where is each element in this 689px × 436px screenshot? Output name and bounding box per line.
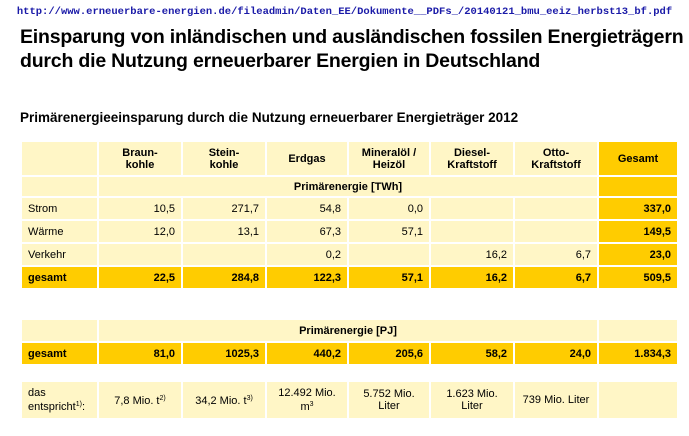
source-url[interactable]: http://www.erneuerbare-energien.de/filea… (16, 6, 673, 18)
page-title: Einsparung von inländischen und ausländi… (20, 25, 684, 73)
title-line-1: Einsparung von inländischen und ausländi… (20, 26, 684, 48)
cell-otto: 6,7 (515, 267, 597, 288)
cell-braunkohle: 22,5 (99, 267, 181, 288)
cell-mineraloel (349, 244, 429, 265)
cell-diesel: 16,2 (431, 267, 513, 288)
row-waerme: Wärme 12,0 13,1 67,3 57,1 149,5 (22, 221, 677, 242)
table-subtitle: Primärenergieeinsparung durch die Nutzun… (20, 110, 519, 125)
row-gesamt-pj: gesamt 81,0 1025,3 440,2 205,6 58,2 24,0… (22, 343, 677, 364)
row-strom: Strom 10,5 271,7 54,8 0,0 337,0 (22, 198, 677, 219)
cell-mineraloel: 5.752 Mio. Liter (349, 382, 429, 418)
pj-table: Primärenergie [PJ] gesamt 81,0 1025,3 44… (20, 318, 679, 366)
row-label: Wärme (22, 221, 97, 242)
row-equivalent: das entspricht1): 7,8 Mio. t2) 34,2 Mio. … (22, 382, 677, 418)
cell-diesel (431, 221, 513, 242)
equivalent-table: das entspricht1): 7,8 Mio. t2) 34,2 Mio. … (20, 380, 679, 420)
cell-erdgas: 440,2 (267, 343, 347, 364)
cell-braunkohle: 7,8 Mio. t2) (99, 382, 181, 418)
cell-steinkohle: 34,2 Mio. t3) (183, 382, 265, 418)
cell-steinkohle (183, 244, 265, 265)
header-corner-cell (22, 142, 97, 175)
cell-gesamt: 149,5 (599, 221, 677, 242)
cell-erdgas: 12.492 Mio. m3 (267, 382, 347, 418)
cell-gesamt (599, 382, 677, 418)
cell-braunkohle: 12,0 (99, 221, 181, 242)
cell-erdgas: 54,8 (267, 198, 347, 219)
cell-diesel: 58,2 (431, 343, 513, 364)
cell-braunkohle (99, 244, 181, 265)
cell-gesamt: 23,0 (599, 244, 677, 265)
cell-otto (515, 221, 597, 242)
cell-steinkohle: 284,8 (183, 267, 265, 288)
cell-mineraloel: 0,0 (349, 198, 429, 219)
cell-gesamt: 509,5 (599, 267, 677, 288)
cell-otto (515, 198, 597, 219)
row-label: Verkehr (22, 244, 97, 265)
unit-label-pj: Primärenergie [PJ] (99, 320, 597, 341)
unit-row-end-cell (599, 320, 677, 341)
unit-row-twh: Primärenergie [TWh] (22, 177, 677, 196)
row-verkehr: Verkehr 0,2 16,2 6,7 23,0 (22, 244, 677, 265)
cell-mineraloel: 205,6 (349, 343, 429, 364)
cell-mineraloel: 57,1 (349, 221, 429, 242)
cell-otto: 739 Mio. Liter (515, 382, 597, 418)
cell-steinkohle: 271,7 (183, 198, 265, 219)
row-label: gesamt (22, 267, 97, 288)
cell-steinkohle: 1025,3 (183, 343, 265, 364)
cell-gesamt: 1.834,3 (599, 343, 677, 364)
header-steinkohle: Stein-kohle (183, 142, 265, 175)
cell-otto: 24,0 (515, 343, 597, 364)
twh-table: Braun-kohle Stein-kohle Erdgas Mineralöl… (20, 140, 679, 290)
row-label: Strom (22, 198, 97, 219)
equivalent-label: das entspricht1): (22, 382, 97, 418)
cell-otto: 6,7 (515, 244, 597, 265)
header-gesamt: Gesamt (599, 142, 677, 175)
header-braunkohle: Braun-kohle (99, 142, 181, 175)
header-erdgas: Erdgas (267, 142, 347, 175)
unit-row-pj: Primärenergie [PJ] (22, 320, 677, 341)
cell-steinkohle: 13,1 (183, 221, 265, 242)
unit-row-spacer (22, 320, 97, 341)
row-label: gesamt (22, 343, 97, 364)
header-diesel: Diesel- Kraftstoff (431, 142, 513, 175)
cell-braunkohle: 10,5 (99, 198, 181, 219)
cell-diesel (431, 198, 513, 219)
unit-row-spacer (22, 177, 97, 196)
cell-braunkohle: 81,0 (99, 343, 181, 364)
unit-label-twh: Primärenergie [TWh] (99, 177, 597, 196)
unit-row-gold-cell (599, 177, 677, 196)
cell-erdgas: 122,3 (267, 267, 347, 288)
header-row: Braun-kohle Stein-kohle Erdgas Mineralöl… (22, 142, 677, 175)
row-gesamt-twh: gesamt 22,5 284,8 122,3 57,1 16,2 6,7 50… (22, 267, 677, 288)
cell-erdgas: 0,2 (267, 244, 347, 265)
cell-diesel: 1.623 Mio. Liter (431, 382, 513, 418)
cell-erdgas: 67,3 (267, 221, 347, 242)
title-line-2: durch die Nutzung erneuerbarer Energien … (20, 50, 541, 72)
cell-diesel: 16,2 (431, 244, 513, 265)
header-mineraloel: Mineralöl / Heizöl (349, 142, 429, 175)
cell-gesamt: 337,0 (599, 198, 677, 219)
cell-mineraloel: 57,1 (349, 267, 429, 288)
header-otto: Otto- Kraftstoff (515, 142, 597, 175)
